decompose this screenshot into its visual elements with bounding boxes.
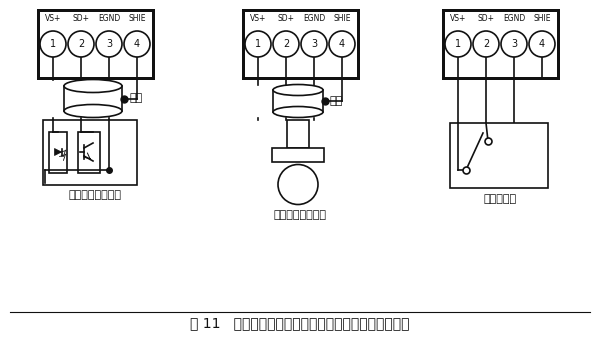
Text: 3: 3 [106,39,112,49]
Text: 4: 4 [134,39,140,49]
Circle shape [278,165,318,204]
Text: EGND: EGND [503,14,525,23]
Circle shape [529,31,555,57]
Circle shape [329,31,355,57]
Text: SD+: SD+ [277,14,295,23]
Text: 2: 2 [78,39,84,49]
Ellipse shape [64,104,122,118]
Text: 光电式速度传感器: 光电式速度传感器 [68,190,121,201]
Circle shape [245,31,271,57]
Bar [78,132,100,172]
Circle shape [124,31,150,57]
Circle shape [96,31,122,57]
Circle shape [445,31,471,57]
Text: 4: 4 [339,39,345,49]
Text: 2: 2 [483,39,489,49]
Text: SHIE: SHIE [333,14,351,23]
Bar [450,123,548,188]
Text: 1: 1 [455,39,461,49]
Text: 3: 3 [311,39,317,49]
Circle shape [501,31,527,57]
Bar [49,132,67,172]
Ellipse shape [273,106,323,118]
Bar [37,10,152,78]
Text: 4: 4 [539,39,545,49]
Text: 1: 1 [50,39,56,49]
Bar [273,90,323,112]
Text: 2: 2 [283,39,289,49]
Circle shape [301,31,327,57]
Text: 开停传感器: 开停传感器 [484,194,517,204]
Text: 3: 3 [511,39,517,49]
Text: VS+: VS+ [450,14,466,23]
Bar [242,10,358,78]
Text: SHIE: SHIE [533,14,551,23]
Bar [43,119,137,185]
Circle shape [40,31,66,57]
Text: 磁电式速度传感器: 磁电式速度传感器 [274,210,326,221]
Text: SD+: SD+ [478,14,494,23]
Text: VS+: VS+ [45,14,61,23]
Text: EGND: EGND [303,14,325,23]
Text: SHIE: SHIE [128,14,146,23]
Ellipse shape [273,85,323,96]
Text: VS+: VS+ [250,14,266,23]
Text: EGND: EGND [98,14,120,23]
Circle shape [473,31,499,57]
Circle shape [273,31,299,57]
Circle shape [68,31,94,57]
Bar [64,86,122,111]
Text: 屏蔽: 屏蔽 [330,96,343,106]
Polygon shape [55,149,62,155]
Bar [272,148,324,162]
Bar [287,119,309,148]
Text: 屏蔽: 屏蔽 [129,94,142,103]
Bar [443,10,557,78]
Text: SD+: SD+ [73,14,89,23]
Ellipse shape [64,80,122,92]
Text: 图 11   光电式、磁电式速度传感器、开停传感器的连接: 图 11 光电式、磁电式速度传感器、开停传感器的连接 [190,316,410,330]
Text: 1: 1 [255,39,261,49]
